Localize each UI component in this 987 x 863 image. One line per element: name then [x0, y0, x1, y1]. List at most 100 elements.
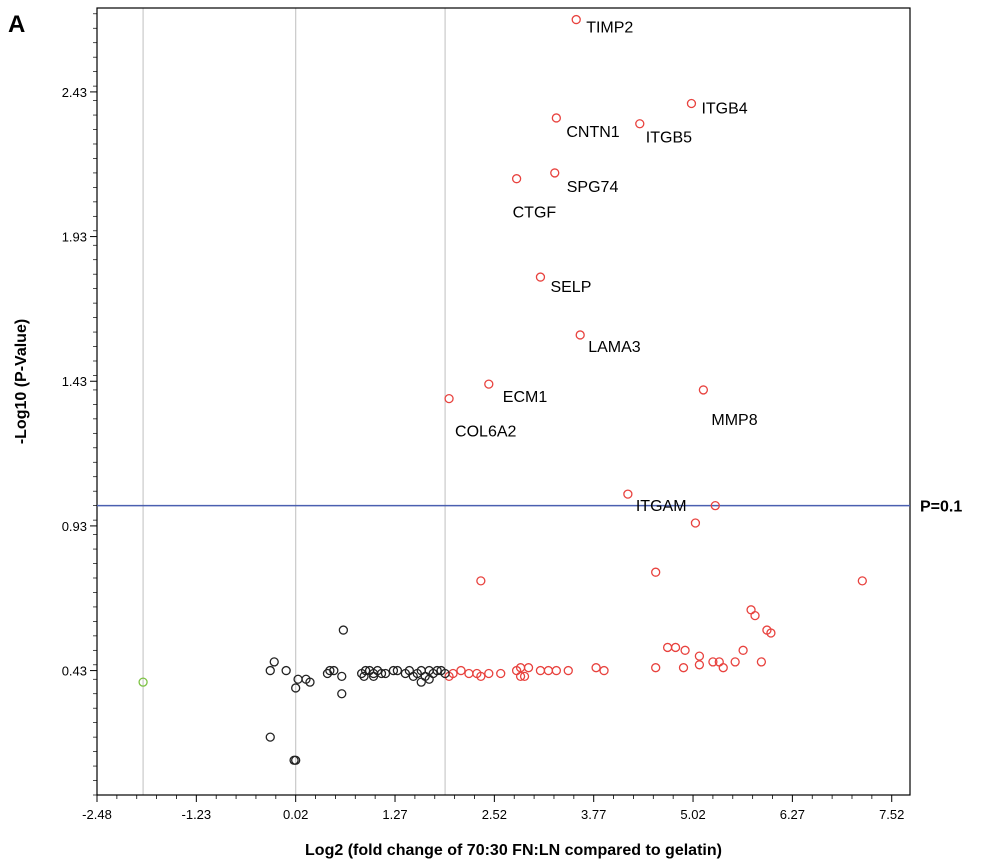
gridlines — [142, 8, 446, 795]
gene-label: ITGAM — [636, 498, 687, 515]
data-point — [464, 668, 474, 679]
labeled-data-point — [550, 168, 560, 178]
labeled-data-point — [623, 489, 633, 499]
data-point — [424, 674, 434, 684]
data-point — [265, 665, 275, 676]
data-point — [325, 665, 335, 676]
x-tick-label: 5.02 — [680, 807, 705, 822]
labeled-data-point — [575, 330, 585, 340]
gene-label: COL6A2 — [455, 424, 516, 441]
gene-label: LAMA3 — [588, 339, 641, 356]
labeled-data-point — [535, 272, 546, 282]
x-tick-label: 6.27 — [780, 807, 805, 822]
data-point — [678, 663, 689, 673]
x-tick-label: 2.52 — [482, 807, 507, 822]
data-point — [746, 605, 756, 615]
data-point — [368, 671, 379, 682]
labeled-data-point — [444, 393, 454, 404]
gene-label: MMP8 — [711, 412, 757, 429]
x-tick-label: 0.02 — [283, 807, 308, 822]
data-point — [551, 665, 561, 676]
data-point — [269, 657, 279, 667]
data-point — [670, 642, 681, 653]
data-point — [680, 645, 690, 655]
data-point — [662, 642, 673, 653]
data-point — [515, 671, 526, 682]
data-point — [766, 628, 776, 638]
threshold-label: P=0.1 — [920, 499, 962, 516]
data-point — [432, 665, 442, 676]
data-point — [523, 663, 534, 673]
x-tick-label: 3.77 — [581, 807, 606, 822]
data-point — [291, 683, 301, 693]
data-point — [535, 665, 546, 676]
data-point — [305, 677, 315, 687]
x-tick-label: 1.27 — [382, 807, 407, 822]
data-point — [440, 668, 450, 679]
x-tick-label: -2.48 — [82, 807, 112, 822]
data-point — [359, 671, 369, 682]
data-point — [756, 657, 767, 667]
labeled-data-point — [571, 14, 581, 25]
data-point — [388, 665, 399, 676]
data-point — [456, 665, 466, 676]
data-point — [690, 518, 701, 528]
gene-labels: TIMP2 ITGB4 CNTN1 ITGB5 SPG74 CTGF SELP LAMA3 EC… — [455, 20, 758, 516]
data-point — [360, 665, 371, 676]
data-point — [543, 665, 554, 676]
data-point — [694, 651, 705, 661]
data-point — [591, 663, 601, 673]
y-tick-label: 0.43 — [62, 664, 87, 679]
threshold: P=0.1 — [97, 499, 962, 516]
data-point — [563, 665, 573, 676]
labeled-data-point — [511, 174, 522, 184]
gene-label: TIMP2 — [586, 20, 633, 37]
data-point — [484, 668, 494, 679]
panel-letter: A — [8, 11, 25, 38]
data-point — [265, 732, 275, 742]
data-point — [738, 645, 748, 655]
data-points — [138, 14, 867, 765]
data-point — [281, 665, 291, 676]
x-tick-label: -1.23 — [182, 807, 212, 822]
data-point — [337, 689, 347, 699]
x-tick-label: 7.52 — [879, 807, 904, 822]
plot-border — [96, 7, 911, 796]
gene-label: CNTN1 — [566, 124, 619, 141]
y-tick-label: 0.93 — [62, 519, 87, 534]
data-point — [476, 576, 486, 586]
data-point — [392, 665, 403, 676]
gene-label: SPG74 — [567, 179, 619, 196]
gene-label: ITGB5 — [646, 130, 692, 147]
data-point — [599, 665, 609, 676]
plot-frame — [96, 7, 911, 796]
labeled-data-point — [698, 385, 709, 395]
data-point — [408, 671, 418, 682]
data-point — [857, 576, 867, 586]
y-tick-label: 2.43 — [62, 85, 87, 100]
labeled-data-point — [635, 119, 645, 129]
data-point — [750, 610, 760, 621]
data-point — [694, 660, 705, 670]
data-point — [708, 657, 718, 667]
axis-ticks: -2.48 -1.23 0.02 1.27 2.52 3.77 5.02 6.27 7.52 0.… — [62, 13, 904, 822]
data-point — [710, 501, 720, 511]
y-tick-label: 1.43 — [62, 374, 87, 389]
gene-label: ECM1 — [503, 389, 548, 406]
gene-label: ITGB4 — [701, 100, 747, 117]
gene-label: CTGF — [513, 205, 557, 222]
y-axis-title: -Log10 (P-Value) — [13, 319, 30, 444]
data-point — [338, 625, 349, 635]
data-point — [291, 755, 301, 765]
data-point — [476, 671, 486, 682]
labeled-data-point — [484, 379, 494, 389]
labeled-data-point — [686, 98, 697, 109]
data-point — [519, 671, 530, 682]
data-point — [337, 671, 347, 682]
data-point — [322, 668, 333, 679]
labeled-data-point — [551, 113, 561, 123]
data-point — [376, 668, 387, 679]
data-point — [651, 663, 661, 673]
x-axis-title: Log2 (fold change of 70:30 FN:LN compare… — [305, 842, 722, 859]
